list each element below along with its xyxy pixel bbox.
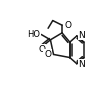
Text: N: N [78,60,85,69]
Text: HO: HO [27,30,40,39]
Text: N: N [78,31,85,40]
Text: O: O [64,21,71,30]
Text: O: O [38,45,45,54]
Text: O: O [44,50,51,59]
